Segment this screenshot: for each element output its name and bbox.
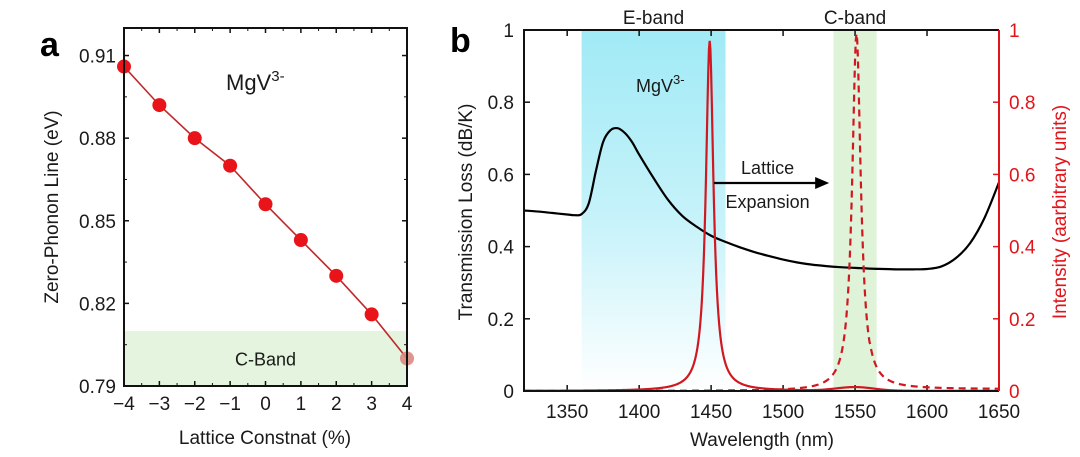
y-tick-label-b: 0.4 (488, 238, 515, 259)
e-band-region (581, 30, 726, 391)
x-tick-label-a: −2 (184, 394, 206, 415)
y-tick-label-b: 0 (503, 382, 514, 403)
panel-a-frame (123, 27, 408, 387)
series-line-a (123, 66, 408, 359)
panel-label-a: a (40, 26, 60, 64)
x-tick-label-b: 1400 (618, 402, 660, 423)
y-tick-label-right-b: 0.4 (1009, 238, 1036, 259)
y-tick-label-right-b: 0 (1009, 382, 1020, 403)
x-tick-label-a: 1 (296, 394, 307, 415)
mgv-annotation-a: MgV3- (226, 68, 285, 95)
x-tick-label-a: 3 (366, 394, 377, 415)
y-tick-label-b: 1 (503, 21, 514, 42)
panel-a: a C-Band −4 −3 −2 −1 0 1 2 3 4 0.79 0.82 0.85 0.88 0.… (40, 26, 414, 449)
expansion-label: Expansion (726, 192, 810, 212)
x-tick-label-b: 1550 (834, 402, 876, 423)
y-axis-title-a: Zero-Phonon Line (eV) (42, 110, 63, 303)
y-tick-label-right-b: 0.2 (1009, 310, 1035, 331)
panel-b: b E-band C-band 1350 1400 1450 1500 1550 1600… (450, 8, 1071, 451)
transmission-loss-curve (523, 126, 1001, 271)
x-tick-label-a: −4 (113, 394, 135, 415)
mgv-superscript: 3- (271, 68, 284, 85)
data-point-a (293, 233, 308, 248)
x-tick-label-b: 1650 (978, 402, 1020, 423)
y-tick-label-a: 0.91 (79, 47, 116, 68)
y-tick-label-a: 0.85 (79, 212, 116, 233)
panel-a-ticks: −4 −3 −2 −1 0 1 2 3 4 0.79 0.82 0.85 0.88 0.91 (79, 28, 413, 415)
mgv-superscript-b: 3- (673, 72, 685, 87)
c-band-region (124, 330, 407, 386)
e-band-label: E-band (623, 8, 684, 29)
y-tick-label-b: 0.8 (488, 93, 514, 114)
panel-label-b: b (450, 22, 471, 60)
panel-b-ticks: 1350 1400 1450 1500 1550 1600 165000.20.40.60.… (488, 21, 1036, 423)
x-axis-title-b: Wavelength (nm) (690, 430, 834, 451)
data-point-a (258, 197, 273, 212)
arrow-head (815, 177, 830, 189)
mgv-text: MgV (226, 70, 272, 95)
x-tick-label-a: −1 (219, 394, 241, 415)
y-tick-label-right-b: 1 (1009, 21, 1020, 42)
y-tick-label-a: 0.82 (79, 294, 116, 315)
x-tick-label-b: 1350 (546, 402, 588, 423)
x-tick-label-a: 2 (331, 394, 342, 415)
y-tick-label-a: 0.88 (79, 129, 116, 150)
panel-a-series (117, 59, 414, 366)
x-tick-label-b: 1600 (906, 402, 948, 423)
y-tick-label-right-b: 0.8 (1009, 93, 1035, 114)
x-tick-label-a: 0 (260, 394, 271, 415)
y-tick-label-right-b: 0.6 (1009, 165, 1035, 186)
data-point-a (187, 131, 202, 146)
data-point-a (329, 268, 344, 283)
y-axis-title-b: Transmission Loss (dB/K) (456, 104, 477, 321)
c-band-region-b (833, 30, 877, 391)
y-tick-label-a: 0.79 (79, 377, 116, 398)
y-tick-label-b: 0.6 (488, 165, 514, 186)
x-tick-label-a: −3 (149, 394, 171, 415)
mgv-text-b: MgV (636, 76, 673, 96)
data-point-a (223, 158, 238, 173)
lattice-label: Lattice (741, 158, 794, 178)
mgv-annotation-b: MgV3- (636, 72, 685, 96)
y-axis-title-right: Intensity (aarbitrary units) (1050, 105, 1071, 319)
c-band-label: C-Band (235, 349, 296, 369)
panel-b-frame (523, 29, 999, 392)
x-tick-label-b: 1500 (762, 402, 804, 423)
lattice-expansion-arrow (714, 177, 830, 189)
data-point-a (364, 307, 379, 322)
x-tick-label-b: 1450 (690, 402, 732, 423)
data-point-a (152, 98, 167, 113)
x-axis-title-a: Lattice Constnat (%) (179, 428, 351, 449)
x-tick-label-a: 4 (402, 394, 413, 415)
y-tick-label-b: 0.2 (488, 310, 514, 331)
c-band-label-b: C-band (824, 8, 886, 29)
